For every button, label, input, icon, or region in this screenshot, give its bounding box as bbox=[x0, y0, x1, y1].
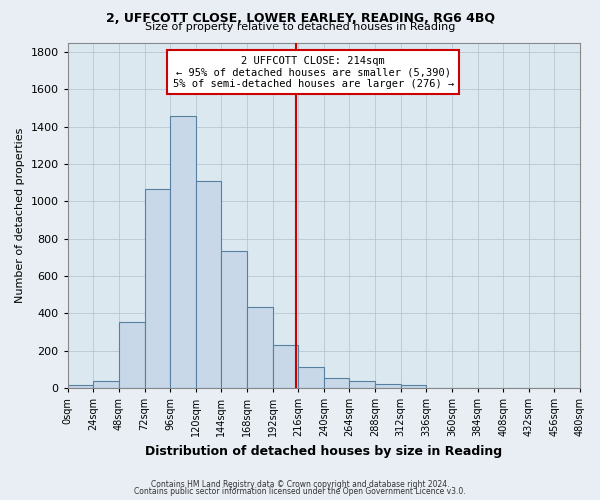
Bar bbox=[94, 382, 119, 388]
Bar bbox=[375, 384, 401, 388]
Bar bbox=[324, 378, 349, 388]
Text: 2 UFFCOTT CLOSE: 214sqm
← 95% of detached houses are smaller (5,390)
5% of semi-: 2 UFFCOTT CLOSE: 214sqm ← 95% of detache… bbox=[173, 56, 454, 89]
Y-axis label: Number of detached properties: Number of detached properties bbox=[15, 128, 25, 303]
Bar bbox=[401, 385, 427, 388]
Bar bbox=[247, 306, 272, 388]
Bar bbox=[298, 368, 324, 388]
Text: 2, UFFCOTT CLOSE, LOWER EARLEY, READING, RG6 4BQ: 2, UFFCOTT CLOSE, LOWER EARLEY, READING,… bbox=[106, 12, 494, 26]
Bar bbox=[68, 385, 94, 388]
Bar bbox=[170, 116, 196, 388]
Bar bbox=[272, 345, 298, 388]
Text: Contains HM Land Registry data © Crown copyright and database right 2024.: Contains HM Land Registry data © Crown c… bbox=[151, 480, 449, 489]
Bar bbox=[349, 382, 375, 388]
Bar bbox=[145, 189, 170, 388]
Text: Size of property relative to detached houses in Reading: Size of property relative to detached ho… bbox=[145, 22, 455, 32]
X-axis label: Distribution of detached houses by size in Reading: Distribution of detached houses by size … bbox=[145, 444, 502, 458]
Bar bbox=[196, 180, 221, 388]
Text: Contains public sector information licensed under the Open Government Licence v3: Contains public sector information licen… bbox=[134, 487, 466, 496]
Bar bbox=[221, 250, 247, 388]
Bar bbox=[119, 322, 145, 388]
